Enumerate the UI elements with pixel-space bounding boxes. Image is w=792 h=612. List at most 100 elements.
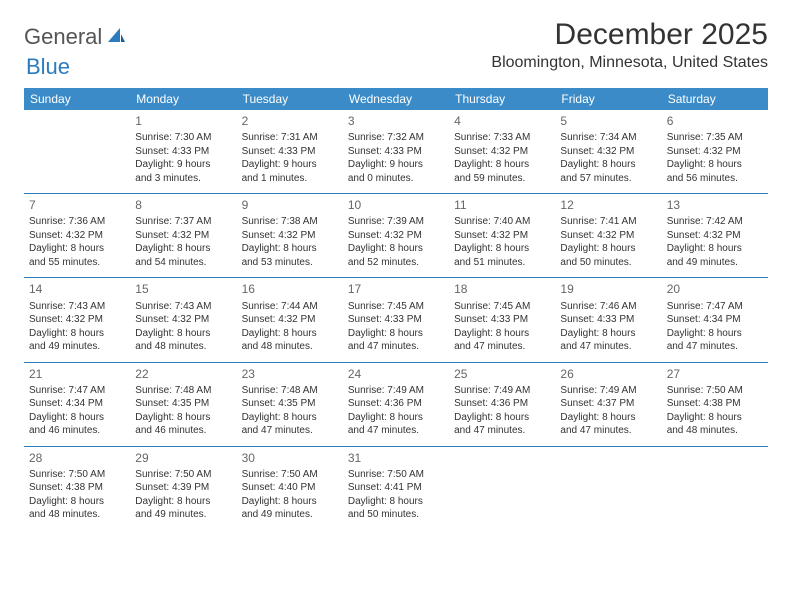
day-info-line: Daylight: 8 hours <box>242 411 338 425</box>
day-info-line: Daylight: 8 hours <box>454 411 550 425</box>
day-info-line: Sunset: 4:37 PM <box>560 397 656 411</box>
calendar-cell: 1Sunrise: 7:30 AMSunset: 4:33 PMDaylight… <box>130 110 236 194</box>
calendar-cell: 2Sunrise: 7:31 AMSunset: 4:33 PMDaylight… <box>237 110 343 194</box>
calendar-cell <box>24 110 130 194</box>
day-number: 16 <box>242 281 338 297</box>
day-info-line: Sunset: 4:32 PM <box>667 229 763 243</box>
day-info-line: Sunrise: 7:46 AM <box>560 300 656 314</box>
day-info-line: Sunset: 4:32 PM <box>560 229 656 243</box>
day-info-line: Daylight: 8 hours <box>135 495 231 509</box>
day-info-line: Sunrise: 7:40 AM <box>454 215 550 229</box>
calendar-cell: 9Sunrise: 7:38 AMSunset: 4:32 PMDaylight… <box>237 194 343 278</box>
calendar-cell: 20Sunrise: 7:47 AMSunset: 4:34 PMDayligh… <box>662 278 768 362</box>
day-info-line: Daylight: 8 hours <box>29 327 125 341</box>
day-info-line: Daylight: 8 hours <box>135 411 231 425</box>
day-info-line: Sunrise: 7:37 AM <box>135 215 231 229</box>
calendar-week: 7Sunrise: 7:36 AMSunset: 4:32 PMDaylight… <box>24 194 768 278</box>
day-info-line: Daylight: 8 hours <box>29 495 125 509</box>
day-number: 23 <box>242 366 338 382</box>
day-info-line: and 3 minutes. <box>135 172 231 186</box>
day-info-line: Daylight: 8 hours <box>667 327 763 341</box>
day-info-line: Sunrise: 7:42 AM <box>667 215 763 229</box>
day-info-line: Sunset: 4:33 PM <box>348 313 444 327</box>
day-info-line: Sunset: 4:34 PM <box>29 397 125 411</box>
calendar-cell: 7Sunrise: 7:36 AMSunset: 4:32 PMDaylight… <box>24 194 130 278</box>
day-info-line: Sunrise: 7:48 AM <box>242 384 338 398</box>
day-info-line: and 52 minutes. <box>348 256 444 270</box>
calendar-cell: 4Sunrise: 7:33 AMSunset: 4:32 PMDaylight… <box>449 110 555 194</box>
day-info-line: Sunrise: 7:41 AM <box>560 215 656 229</box>
calendar-cell: 30Sunrise: 7:50 AMSunset: 4:40 PMDayligh… <box>237 446 343 530</box>
day-number: 25 <box>454 366 550 382</box>
day-number: 5 <box>560 113 656 129</box>
day-info-line: Sunset: 4:39 PM <box>135 481 231 495</box>
calendar-week: 28Sunrise: 7:50 AMSunset: 4:38 PMDayligh… <box>24 446 768 530</box>
logo-sail-icon <box>106 26 126 49</box>
day-number: 26 <box>560 366 656 382</box>
calendar-cell: 25Sunrise: 7:49 AMSunset: 4:36 PMDayligh… <box>449 362 555 446</box>
calendar-cell: 14Sunrise: 7:43 AMSunset: 4:32 PMDayligh… <box>24 278 130 362</box>
calendar-cell: 28Sunrise: 7:50 AMSunset: 4:38 PMDayligh… <box>24 446 130 530</box>
title-block: December 2025 Bloomington, Minnesota, Un… <box>491 18 768 72</box>
day-number: 21 <box>29 366 125 382</box>
calendar-cell: 15Sunrise: 7:43 AMSunset: 4:32 PMDayligh… <box>130 278 236 362</box>
calendar-cell: 18Sunrise: 7:45 AMSunset: 4:33 PMDayligh… <box>449 278 555 362</box>
day-info-line: Sunrise: 7:38 AM <box>242 215 338 229</box>
weekday-header: Saturday <box>662 88 768 110</box>
day-info-line: Daylight: 8 hours <box>348 495 444 509</box>
day-number: 12 <box>560 197 656 213</box>
day-info-line: Sunrise: 7:50 AM <box>348 468 444 482</box>
day-info-line: Sunrise: 7:45 AM <box>454 300 550 314</box>
calendar-cell: 12Sunrise: 7:41 AMSunset: 4:32 PMDayligh… <box>555 194 661 278</box>
day-info-line: Sunset: 4:38 PM <box>667 397 763 411</box>
day-info-line: Sunset: 4:32 PM <box>29 313 125 327</box>
day-info-line: Daylight: 8 hours <box>135 327 231 341</box>
calendar-body: 1Sunrise: 7:30 AMSunset: 4:33 PMDaylight… <box>24 110 768 530</box>
calendar-cell <box>449 446 555 530</box>
day-number: 4 <box>454 113 550 129</box>
day-info-line: Sunset: 4:36 PM <box>348 397 444 411</box>
day-info-line: Sunset: 4:32 PM <box>242 313 338 327</box>
weekday-header: Friday <box>555 88 661 110</box>
day-number: 2 <box>242 113 338 129</box>
day-info-line: Daylight: 9 hours <box>135 158 231 172</box>
day-info-line: and 47 minutes. <box>560 424 656 438</box>
day-info-line: Daylight: 8 hours <box>560 411 656 425</box>
day-info-line: Sunset: 4:33 PM <box>560 313 656 327</box>
day-info-line: Daylight: 8 hours <box>29 242 125 256</box>
day-info-line: Sunset: 4:38 PM <box>29 481 125 495</box>
day-info-line: Sunset: 4:32 PM <box>135 313 231 327</box>
logo: General <box>24 24 128 50</box>
day-info-line: and 48 minutes. <box>135 340 231 354</box>
calendar-week: 1Sunrise: 7:30 AMSunset: 4:33 PMDaylight… <box>24 110 768 194</box>
day-info-line: Sunset: 4:32 PM <box>135 229 231 243</box>
day-number: 13 <box>667 197 763 213</box>
day-info-line: Daylight: 8 hours <box>560 327 656 341</box>
day-info-line: Sunset: 4:32 PM <box>560 145 656 159</box>
calendar-head: SundayMondayTuesdayWednesdayThursdayFrid… <box>24 88 768 110</box>
day-number: 28 <box>29 450 125 466</box>
day-number: 30 <box>242 450 338 466</box>
day-info-line: and 47 minutes. <box>348 424 444 438</box>
day-info-line: and 51 minutes. <box>454 256 550 270</box>
day-info-line: Sunrise: 7:44 AM <box>242 300 338 314</box>
day-info-line: Sunrise: 7:34 AM <box>560 131 656 145</box>
logo-text-blue: Blue <box>26 54 70 80</box>
day-info-line: Daylight: 8 hours <box>560 158 656 172</box>
weekday-header: Tuesday <box>237 88 343 110</box>
calendar-cell: 16Sunrise: 7:44 AMSunset: 4:32 PMDayligh… <box>237 278 343 362</box>
day-info-line: and 55 minutes. <box>29 256 125 270</box>
calendar-cell: 27Sunrise: 7:50 AMSunset: 4:38 PMDayligh… <box>662 362 768 446</box>
day-info-line: Daylight: 8 hours <box>667 411 763 425</box>
calendar-cell: 21Sunrise: 7:47 AMSunset: 4:34 PMDayligh… <box>24 362 130 446</box>
day-number: 11 <box>454 197 550 213</box>
day-info-line: and 54 minutes. <box>135 256 231 270</box>
calendar-table: SundayMondayTuesdayWednesdayThursdayFrid… <box>24 88 768 530</box>
day-number: 29 <box>135 450 231 466</box>
day-info-line: Sunrise: 7:47 AM <box>29 384 125 398</box>
day-info-line: Sunrise: 7:36 AM <box>29 215 125 229</box>
day-info-line: Sunset: 4:32 PM <box>667 145 763 159</box>
day-info-line: Sunrise: 7:49 AM <box>348 384 444 398</box>
day-info-line: and 49 minutes. <box>135 508 231 522</box>
day-info-line: Sunrise: 7:47 AM <box>667 300 763 314</box>
